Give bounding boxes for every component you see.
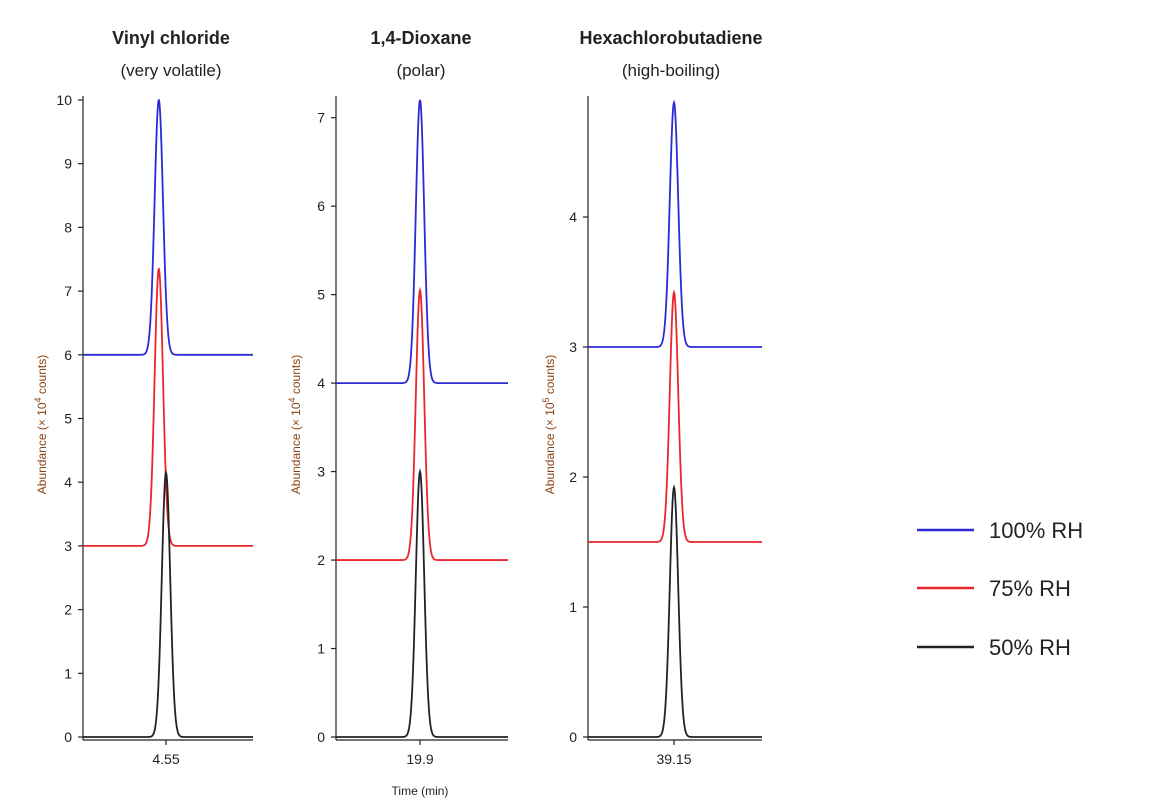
x-axis-label: Time (min) [392, 784, 449, 798]
legend-label: 75% RH [989, 576, 1071, 601]
y-tick-label: 4 [569, 209, 577, 225]
panel-title: Vinyl chloride [112, 28, 230, 48]
y-tick-label: 3 [569, 339, 577, 355]
series-50-rh-line [588, 484, 762, 738]
series-50-rh-line [83, 469, 253, 738]
chart-panel-1: Vinyl chloride (very volatile) 0 1 2 3 4 5 6 7 8 9 1… [33, 28, 253, 767]
x-tick-label: 19.9 [406, 751, 433, 767]
y-tick-label: 8 [64, 219, 72, 235]
legend-label: 50% RH [989, 635, 1071, 660]
series-75-rh-line [588, 289, 762, 543]
panel-subtitle: (very volatile) [120, 61, 221, 80]
y-axis-label: Abundance (× 104 counts) [287, 355, 303, 494]
y-tick-label: 1 [569, 599, 577, 615]
y-tick-label: 3 [64, 538, 72, 554]
y-tick-label: 4 [64, 474, 72, 490]
y-tick-label: 0 [317, 729, 325, 745]
y-tick-label: 0 [569, 729, 577, 745]
series-100-rh-line [588, 99, 762, 348]
y-tick-label: 7 [64, 283, 72, 299]
y-tick-label: 7 [317, 110, 325, 126]
x-tick-label: 4.55 [152, 751, 179, 767]
y-tick-label: 2 [64, 602, 72, 618]
chart-panel-3: Hexachlorobutadiene (high-boiling) 0 1 2 3 4 39… [541, 28, 763, 767]
y-tick-label: 6 [317, 198, 325, 214]
y-tick-label: 0 [64, 729, 72, 745]
series-100-rh-line [83, 98, 253, 356]
y-tick-label: 6 [64, 347, 72, 363]
legend-label: 100% RH [989, 518, 1083, 543]
x-tick-label: 39.15 [656, 751, 691, 767]
y-tick-label: 5 [317, 287, 325, 303]
y-axis-label: Abundance (× 104 counts) [33, 355, 49, 494]
series-100-rh-line [336, 99, 508, 385]
panel-subtitle: (polar) [396, 61, 445, 80]
series-50-rh-line [336, 468, 508, 738]
series-75-rh-line [336, 286, 508, 561]
y-tick-label: 1 [317, 641, 325, 657]
y-tick-label: 4 [317, 375, 325, 391]
y-tick-label: 3 [317, 464, 325, 480]
legend: 100% RH 75% RH 50% RH [917, 518, 1083, 660]
y-axis-label: Abundance (× 105 counts) [541, 355, 557, 494]
y-tick-label: 5 [64, 411, 72, 427]
chart-panel-2: 1,4-Dioxane (polar) 0 1 2 3 4 5 6 7 19.9 Abundance … [287, 28, 508, 767]
panel-title: 1,4-Dioxane [370, 28, 471, 48]
panel-subtitle: (high-boiling) [622, 61, 720, 80]
y-tick-label: 10 [56, 92, 72, 108]
y-tick-label: 2 [317, 552, 325, 568]
y-tick-label: 2 [569, 469, 577, 485]
y-tick-label: 1 [64, 665, 72, 681]
y-tick-label: 9 [64, 156, 72, 172]
panel-title: Hexachlorobutadiene [579, 28, 762, 48]
